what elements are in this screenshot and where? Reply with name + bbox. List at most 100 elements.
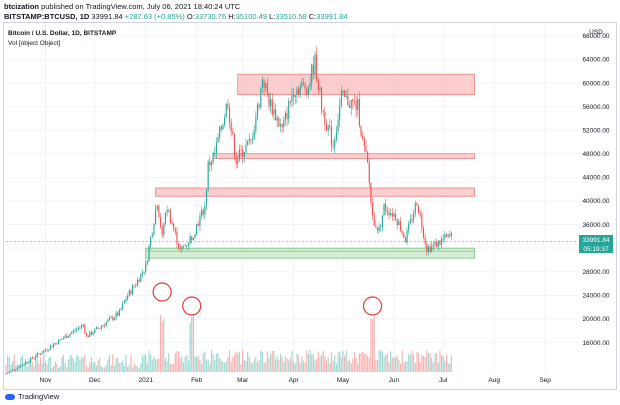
volume-bar — [95, 365, 97, 372]
candle-body — [125, 299, 127, 302]
volume-bar — [97, 360, 99, 372]
volume-bar — [348, 359, 351, 372]
volume-bar — [266, 351, 268, 372]
candle-body — [240, 149, 242, 151]
candle-body — [434, 242, 436, 245]
volume-bar — [245, 361, 247, 372]
volume-bar — [118, 363, 120, 372]
volume-bar — [297, 355, 300, 372]
candle-body — [13, 369, 15, 371]
candle-body — [243, 152, 245, 157]
volume-bar — [196, 357, 198, 372]
volume-bar — [108, 354, 111, 372]
volume-bar — [271, 350, 273, 372]
candle-body — [260, 87, 262, 108]
candle-body — [44, 349, 47, 351]
volume-bar — [31, 361, 33, 372]
candle-body — [25, 361, 27, 365]
candle-body — [250, 139, 252, 141]
volume-bar — [393, 356, 395, 372]
candle-body — [409, 219, 411, 224]
volume-bar — [256, 362, 259, 372]
candle-body — [179, 248, 181, 250]
x-tick-label: Feb — [191, 377, 203, 384]
candle-body — [11, 369, 14, 371]
candle-body — [156, 205, 158, 210]
candle-body — [10, 370, 12, 372]
volume-bar — [81, 357, 83, 372]
volume-bar — [138, 367, 140, 372]
volume-bar — [436, 352, 438, 372]
countdown-label: 05:19:37 — [583, 246, 609, 253]
candle-body — [62, 338, 65, 340]
candle-body — [217, 137, 219, 143]
volume-bar — [444, 361, 446, 372]
volume-bar — [414, 362, 416, 372]
volume-bar — [288, 360, 290, 372]
candle-body — [97, 327, 99, 329]
author-name[interactable]: btcization — [4, 2, 39, 11]
candle-body — [202, 209, 204, 215]
candle-body — [385, 203, 387, 211]
candle-body — [100, 326, 102, 329]
volume-bar — [56, 363, 58, 372]
chart-frame[interactable] — [3, 22, 617, 390]
volume-bar — [316, 359, 318, 372]
x-tick-label: Mar — [237, 377, 249, 384]
volume-bar — [192, 314, 194, 372]
candle-body — [380, 226, 382, 228]
resistance-zone — [155, 187, 475, 197]
candle-body — [312, 64, 314, 74]
volume-bar — [365, 353, 367, 372]
volume-bar — [90, 357, 93, 372]
candle-body — [388, 212, 390, 216]
candle-body — [444, 234, 446, 239]
brand-text[interactable]: TradingView — [18, 392, 60, 401]
candle-body — [293, 95, 295, 97]
x-tick-label: Aug — [488, 377, 500, 384]
candle-body — [85, 333, 88, 336]
volume-bar — [268, 358, 270, 372]
candle-body — [337, 120, 339, 132]
candle-body — [286, 112, 288, 119]
last-price-text: 33991.84 — [91, 12, 123, 21]
volume-bar — [85, 365, 88, 372]
candle-body — [253, 130, 255, 140]
candle-body — [296, 88, 298, 96]
volume-bar — [117, 358, 119, 372]
candle-body — [348, 105, 351, 108]
candle-body — [413, 213, 415, 221]
volume-bar — [383, 356, 385, 372]
volume-bar — [66, 367, 68, 372]
candle-body — [332, 145, 334, 147]
candle-body — [182, 246, 185, 247]
volume-bar — [220, 360, 222, 372]
candle-body — [222, 124, 224, 130]
volume-bar — [184, 356, 186, 372]
candle-body — [41, 352, 43, 355]
volume-bar — [222, 361, 224, 372]
volume-bar — [332, 360, 334, 372]
candle-body — [79, 327, 81, 329]
volume-bar — [371, 319, 374, 372]
volume-bar — [84, 354, 86, 372]
volume-bar — [291, 350, 293, 372]
volume-bar — [215, 353, 217, 372]
volume-bar — [92, 362, 94, 372]
volume-bar — [141, 355, 144, 372]
candle-body — [342, 90, 344, 93]
volume-bar — [385, 355, 387, 372]
volume-bar — [71, 355, 73, 372]
candle-body — [51, 345, 53, 347]
volume-bar — [304, 362, 306, 372]
volume-bar — [164, 358, 167, 372]
volume-bar — [294, 363, 296, 372]
candle-body — [436, 242, 438, 248]
candle-body — [376, 227, 379, 231]
volume-bar — [21, 355, 24, 372]
candle-body — [304, 83, 306, 89]
candle-body — [390, 213, 392, 216]
candle-body — [136, 279, 139, 286]
volume-bar — [104, 367, 106, 372]
